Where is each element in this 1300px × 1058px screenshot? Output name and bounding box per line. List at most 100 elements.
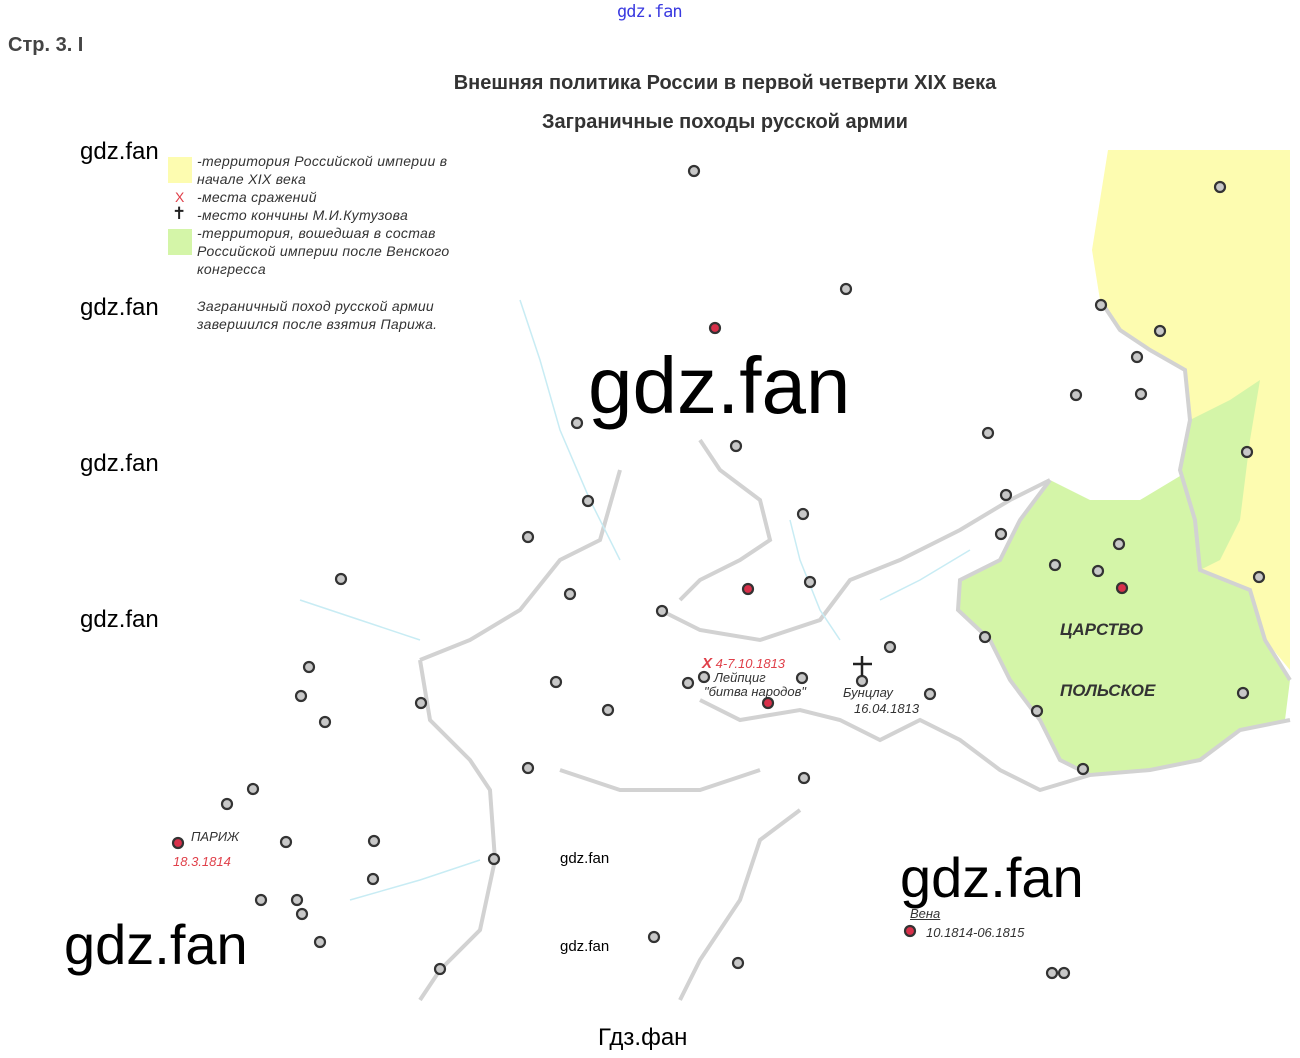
city-marker	[655, 604, 669, 618]
city-marker	[797, 771, 811, 785]
city-marker	[487, 852, 501, 866]
city-marker	[521, 761, 535, 775]
leipzig-label: Лейпциг	[714, 670, 766, 685]
city-marker	[295, 907, 309, 921]
legend-poland-text: -территория, вошедшая в состав Российско…	[197, 225, 450, 277]
city-marker	[570, 416, 584, 430]
city-marker	[414, 696, 428, 710]
city-marker	[1076, 762, 1090, 776]
city-marker	[246, 782, 260, 796]
city-marker	[803, 575, 817, 589]
vienna-date: 10.1814-06.1815	[926, 925, 1025, 940]
city-marker	[433, 962, 447, 976]
legend-kutuzov-text: -место кончины М.И.Кутузова	[197, 207, 409, 223]
city-marker	[1057, 966, 1071, 980]
city-marker	[697, 670, 711, 684]
city-marker	[1030, 704, 1044, 718]
paris-date: 18.3.1814	[173, 854, 231, 869]
city-marker	[294, 689, 308, 703]
city-marker	[581, 494, 595, 508]
city-marker	[1069, 388, 1083, 402]
city-marker	[999, 488, 1013, 502]
leipzig-date: X 4-7.10.1813	[702, 655, 786, 672]
watermark-bottom-left: gdz.fan	[64, 913, 248, 976]
cross-icon: ✝	[172, 204, 187, 223]
city-marker	[981, 426, 995, 440]
poland-area-north	[1180, 380, 1260, 570]
watermark-side: gdz.fan	[80, 606, 159, 633]
city-marker	[731, 956, 745, 970]
city-marker	[279, 835, 293, 849]
battle-city-marker	[761, 696, 775, 710]
city-marker	[839, 282, 853, 296]
bunzlau-date: 16.04.1813	[854, 701, 920, 716]
city-marker	[366, 872, 380, 886]
city-marker	[563, 587, 577, 601]
kingdom-of-poland-area	[958, 470, 1290, 775]
city-marker	[883, 640, 897, 654]
paris-label: ПАРИЖ	[191, 829, 239, 844]
city-marker	[795, 671, 809, 685]
city-marker	[1236, 686, 1250, 700]
leipzig-desc: "битва народов"	[704, 684, 806, 699]
watermark-side: gdz.fan	[80, 294, 159, 321]
city-marker	[687, 164, 701, 178]
watermark-footer: Гдз.фан	[598, 1024, 688, 1051]
vienna-label: Вена	[910, 906, 941, 921]
city-marker	[254, 893, 268, 907]
battle-city-marker	[708, 321, 722, 335]
city-marker	[978, 630, 992, 644]
bunzlau-label: Бунцлау	[843, 685, 893, 700]
watermark-side: gdz.fan	[80, 138, 159, 165]
poland-label-2: ПОЛЬСКОЕ	[1060, 681, 1156, 700]
city-marker	[1091, 564, 1105, 578]
city-marker	[521, 530, 535, 544]
poland-label-1: ЦАРСТВО	[1060, 620, 1144, 639]
watermark-top: gdz.fan	[617, 2, 683, 22]
city-marker	[1094, 298, 1108, 312]
legend-empire-text: -территория Российской империи в начале …	[197, 153, 448, 187]
battle-city-marker	[903, 924, 917, 938]
map-subtitle: Заграничные походы русской армии	[542, 111, 908, 133]
city-marker	[994, 527, 1008, 541]
watermark-small: gdz.fan	[560, 850, 610, 867]
legend-yellow-swatch	[168, 157, 192, 183]
city-marker	[681, 676, 695, 690]
watermark-center: gdz.fan	[588, 341, 851, 430]
leipzig-date-text: 4-7.10.1813	[715, 656, 786, 671]
legend-green-swatch	[168, 229, 192, 255]
city-marker	[601, 703, 615, 717]
city-marker	[796, 507, 810, 521]
city-marker	[220, 797, 234, 811]
legend-battles-text: -места сражений	[197, 189, 317, 205]
city-marker	[1134, 387, 1148, 401]
watermark-bottom-right: gdz.fan	[900, 846, 1084, 909]
page-label: Стр. 3. I	[8, 34, 84, 56]
city-marker	[290, 893, 304, 907]
city-marker	[1048, 558, 1062, 572]
battle-x-icon: X	[175, 189, 185, 205]
battle-city-marker	[171, 836, 185, 850]
kutuzov-death-cross-icon	[853, 656, 872, 676]
city-marker	[1252, 570, 1266, 584]
watermark-small: gdz.fan	[560, 938, 610, 955]
city-marker	[313, 935, 327, 949]
city-marker	[334, 572, 348, 586]
city-marker	[367, 834, 381, 848]
battle-city-marker	[741, 582, 755, 596]
city-marker	[1130, 350, 1144, 364]
battle-city-marker	[1115, 581, 1129, 595]
city-marker	[1112, 537, 1126, 551]
city-marker	[1153, 324, 1167, 338]
city-marker	[302, 660, 316, 674]
city-marker	[318, 715, 332, 729]
legend-note: Заграничный поход русской армии завершил…	[197, 298, 438, 332]
watermark-side: gdz.fan	[80, 450, 159, 477]
city-marker	[729, 439, 743, 453]
map-title: Внешняя политика России в первой четверт…	[453, 72, 997, 94]
city-marker	[1213, 180, 1227, 194]
city-marker	[549, 675, 563, 689]
city-marker	[647, 930, 661, 944]
city-marker	[923, 687, 937, 701]
